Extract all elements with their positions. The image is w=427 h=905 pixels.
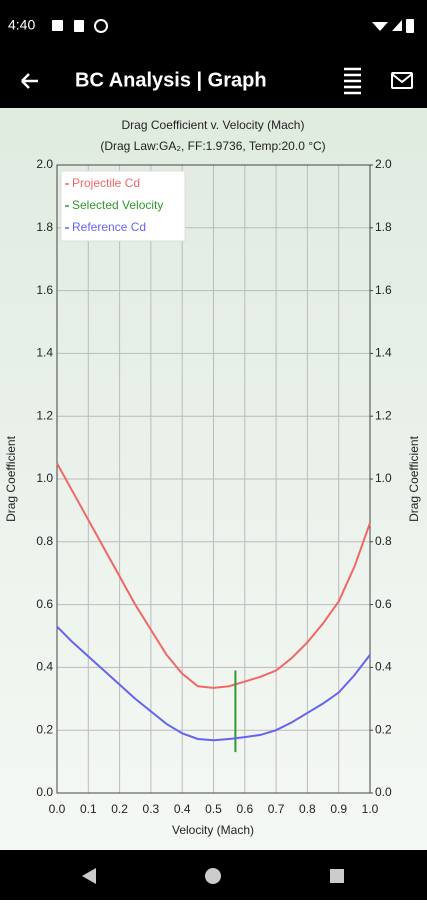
y2-tick-label: 1.0	[375, 471, 392, 485]
x-tick-label: 0.5	[205, 802, 222, 816]
y-tick-label: 0.6	[36, 597, 53, 611]
menu-button[interactable]	[344, 67, 361, 95]
y-tick-label: 1.2	[36, 408, 53, 422]
chart-title: Drag Coefficient v. Velocity (Mach)	[122, 118, 305, 132]
x-tick-label: 0.3	[143, 802, 160, 816]
top-bar	[0, 0, 427, 108]
y-tick-label: 0.0	[36, 785, 53, 799]
y2-tick-label: 1.4	[375, 346, 392, 360]
nav-home[interactable]	[205, 868, 221, 884]
y-tick-label: 0.2	[36, 722, 53, 736]
x-tick-label: 0.9	[330, 802, 347, 816]
legend-label: Projectile Cd	[72, 176, 140, 190]
x-tick-label: 0.0	[49, 802, 66, 816]
legend-label: Selected Velocity	[72, 198, 163, 212]
plot-frame	[56, 164, 371, 794]
back-button[interactable]	[21, 73, 38, 89]
y2-tick-label: 1.8	[375, 220, 392, 234]
y-tick-label: 0.4	[36, 660, 53, 674]
status-time: 4:40	[8, 17, 35, 33]
y2-tick-label: 0.2	[375, 722, 392, 736]
x-tick-label: 0.1	[80, 802, 97, 816]
app-title: BC Analysis | Graph	[75, 69, 267, 91]
y-tick-label: 1.0	[36, 471, 53, 485]
y2-tick-label: 0.0	[375, 785, 392, 799]
y2-tick-label: 1.2	[375, 408, 392, 422]
chart-subtitle: (Drag Law:GA₂, FF:1.9736, Temp:20.0 °C)	[100, 139, 325, 153]
y2-tick-label: 0.8	[375, 534, 392, 548]
x-tick-label: 0.7	[268, 802, 285, 816]
y-tick-label: 2.0	[36, 157, 53, 171]
y-axis-label: Drag Coefficient	[4, 435, 18, 521]
x-tick-label: 0.4	[174, 802, 191, 816]
y-tick-label: 1.4	[36, 346, 53, 360]
x-tick-label: 0.8	[299, 802, 316, 816]
y2-axis-label: Drag Coefficient	[407, 435, 421, 521]
y-tick-label: 0.8	[36, 534, 53, 548]
y-tick-label: 1.8	[36, 220, 53, 234]
x-axis-label: Velocity (Mach)	[172, 823, 254, 837]
legend-label: Reference Cd	[72, 220, 146, 234]
x-tick-label: 1.0	[362, 802, 379, 816]
legend-box	[60, 170, 186, 242]
nav-back[interactable]	[82, 868, 96, 884]
y2-tick-label: 0.4	[375, 660, 392, 674]
series-line	[56, 625, 371, 742]
series-line	[56, 462, 371, 689]
y2-tick-label: 0.6	[375, 597, 392, 611]
y2-tick-label: 2.0	[375, 157, 392, 171]
x-tick-label: 0.2	[111, 802, 128, 816]
nav-recents[interactable]	[330, 869, 344, 883]
y-tick-label: 1.6	[36, 283, 53, 297]
status-icons	[52, 19, 414, 33]
mail-button[interactable]	[391, 72, 413, 89]
x-tick-label: 0.6	[236, 802, 253, 816]
y2-tick-label: 1.6	[375, 283, 392, 297]
